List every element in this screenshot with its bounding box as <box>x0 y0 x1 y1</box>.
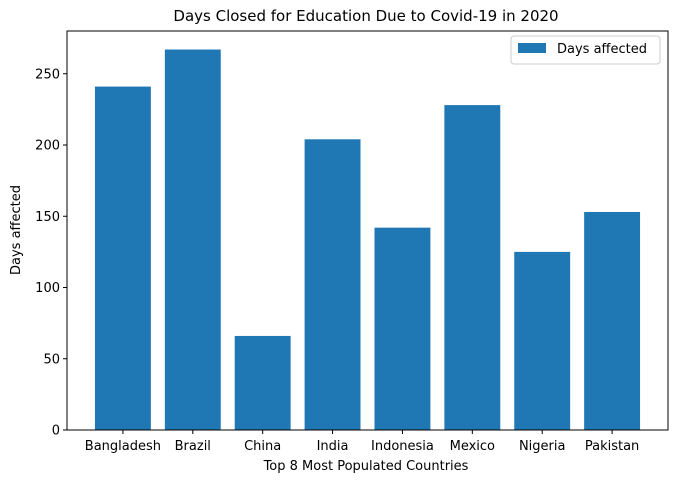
x-tick-label: Brazil <box>175 439 211 454</box>
x-tick-label: China <box>244 439 281 454</box>
y-tick-label: 50 <box>43 352 60 367</box>
bar <box>584 211 641 430</box>
y-tick-label: 100 <box>35 281 60 296</box>
bar <box>374 227 431 430</box>
x-tick-label: Mexico <box>450 439 495 454</box>
legend-label: Days affected <box>557 42 647 57</box>
y-axis-label: Days affected <box>9 185 24 275</box>
axes-frame <box>66 30 669 431</box>
x-tick-label: Pakistan <box>585 439 639 454</box>
legend-frame <box>510 35 661 65</box>
x-axis-label: Top 8 Most Populated Countries <box>263 459 469 474</box>
bar <box>444 105 501 430</box>
bar <box>304 139 361 431</box>
y-tick-label: 150 <box>35 210 60 225</box>
x-tick-label: Bangladesh <box>85 439 161 454</box>
plot-area: 0 50 100 150 200 250 Bangladesh Brazil China Indi… <box>35 30 669 454</box>
bar <box>164 49 221 431</box>
y-tick-label: 250 <box>35 67 60 82</box>
x-tick-label: India <box>317 439 349 454</box>
y-tick-label: 200 <box>35 139 60 154</box>
chart-title: Days Closed for Education Due to Covid-1… <box>173 7 558 25</box>
legend: Days affected <box>510 35 661 65</box>
bar <box>514 251 571 430</box>
x-tick-label: Indonesia <box>371 439 434 454</box>
bar <box>234 335 291 430</box>
y-tick-label: 0 <box>52 424 60 439</box>
bar <box>94 86 151 430</box>
legend-swatch <box>518 43 546 53</box>
x-tick-label: Nigeria <box>519 439 566 454</box>
